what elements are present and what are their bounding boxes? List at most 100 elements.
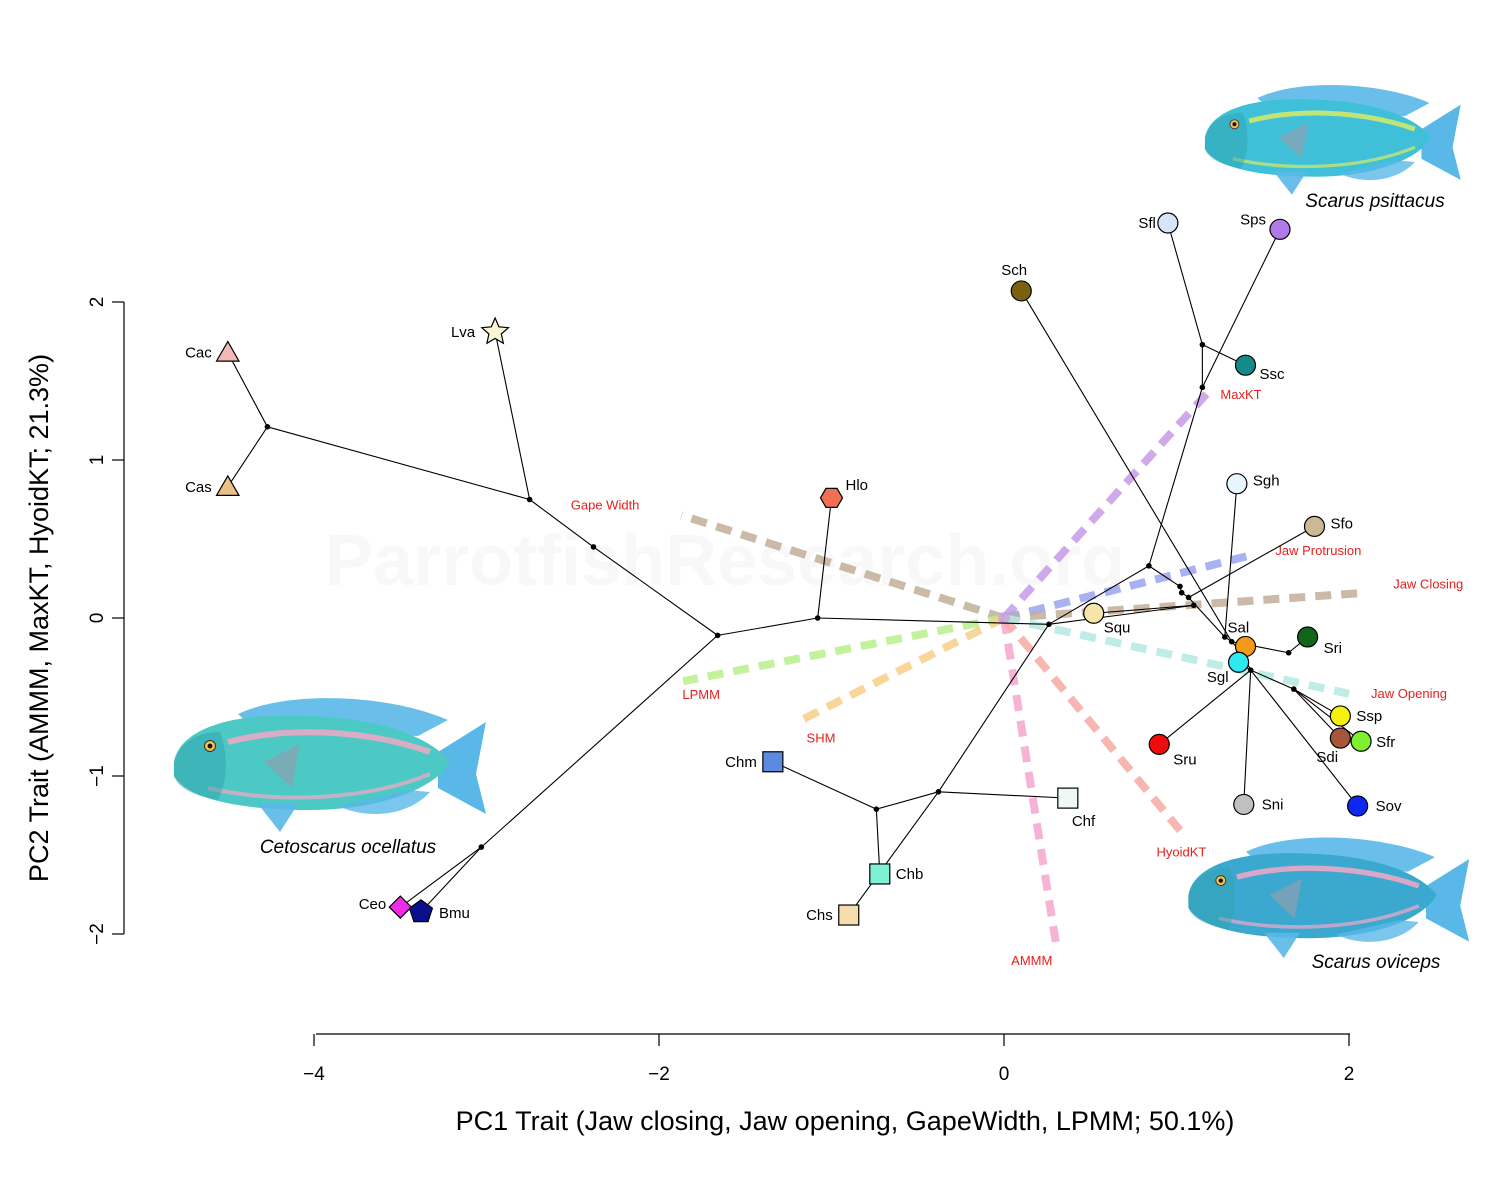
point-label-sov: Sov [1376,798,1402,815]
trait-vector-label-jaw-protrusion: Jaw Protrusion [1275,543,1361,558]
axes-layer: PC1 Trait (Jaw closing, Jaw opening, Gap… [24,297,1354,1136]
point-label-sal: Sal [1228,619,1250,636]
point-label-sdi: Sdi [1316,749,1338,766]
internal-node-n6 [814,615,821,621]
internal-node-n3 [590,544,597,550]
phylogeny-edge-n5-bmu [420,846,482,913]
internal-node-n11 [1177,583,1183,590]
point-label-sni: Sni [1262,796,1284,813]
internal-node-n10 [1146,563,1152,569]
point-label-sru: Sru [1173,751,1196,768]
y-tick-label-4: 2 [87,297,108,308]
fish-caption-psit: Scarus psittacus [1305,191,1445,212]
point-label-hlo: Hlo [846,477,869,494]
phylogeny-edge-n10-n15 [1148,387,1203,567]
point-label-cas: Cas [185,479,212,496]
internal-node-n20 [1247,667,1254,673]
phylogeny-edge-n20-sru [1158,669,1252,745]
internal-node-n21 [1285,649,1292,656]
phylogeny-edge-n4-n6 [717,617,818,636]
point-sni [1233,793,1255,816]
point-label-bmu: Bmu [439,905,470,922]
x-tick-label-2: 0 [999,1064,1010,1085]
phylogeny-edge-n8-n9 [876,791,939,810]
phylogeny-edge-n20-sni [1243,670,1252,805]
fish-illustrations-layer: Cetoscarus ocellatus Scarus psittacus Scar… [174,84,1470,973]
phylogeny-edge-n7-n14 [1048,604,1194,625]
y-tick-label-0: −2 [87,923,108,945]
point-sgh [1226,473,1248,495]
y-axis-title: PC2 Trait (AMMM, MaxKT, HyoidKT; 21.3%) [24,354,54,882]
x-tick-label-3: 2 [1344,1064,1355,1085]
point-label-sfr: Sfr [1376,734,1395,751]
trait-vector-label-lpmm: LPMM [682,687,720,702]
trait-vector-shm [795,614,1006,726]
point-label-cac: Cac [185,345,212,362]
trait-vector-hyoidkt [1000,615,1187,838]
point-sps [1269,218,1291,240]
internal-node-n1 [264,424,271,430]
point-ssp [1329,705,1351,727]
phylogeny-edge-n5-ceo [399,846,482,908]
phylogeny-edge-n9-chm [772,761,877,810]
x-tick-label-0: −4 [303,1064,325,1085]
internal-node-n4 [714,632,721,639]
point-chs [838,904,860,926]
point-cac [215,340,241,362]
point-label-sfo: Sfo [1331,515,1354,532]
point-squ [1083,602,1105,624]
point-label-ssc: Ssc [1260,366,1286,383]
point-label-lva: Lva [451,324,476,341]
phylogeny-edge-n10-n11 [1148,565,1181,587]
phylogeny-edge-n13-sfo [1188,525,1315,598]
phylogeny-edge-n7-n10 [1048,565,1150,625]
point-ceo [388,895,413,919]
internal-node-n5 [478,844,485,850]
x-axis-title: PC1 Trait (Jaw closing, Jaw opening, Gap… [456,1106,1235,1136]
point-sov [1347,795,1369,817]
x-tick-label-1: −2 [648,1064,670,1085]
phylogeny-edge-n16-sfl [1167,222,1203,345]
phylogeny-edge-n14-squ [1093,604,1194,614]
internal-node-n16 [1199,341,1206,348]
y-tick-label-3: 1 [87,455,108,466]
phylogeny-edge-n6-hlo [817,497,833,619]
trait-vector-label-gape-width: Gape Width [571,497,640,512]
trait-vector-lpmm [682,614,1005,686]
trait-vector-label-shm: SHM [807,730,836,745]
internal-node-n17 [1222,634,1228,640]
fish-caption-ceto: Cetoscarus ocellatus [260,837,437,858]
point-hlo [819,487,844,508]
fish-caption-ovi: Scarus oviceps [1312,952,1441,973]
phylogeny-edge-n1-cac [227,352,268,428]
phylogeny-edge-n2-n3 [529,499,594,548]
trait-vector-label-maxkt: MaxKT [1220,387,1261,402]
internal-node-n12 [1178,589,1185,596]
point-label-sgl: Sgl [1207,669,1229,686]
phylogeny-edge-n9-chb [875,809,881,874]
trait-vector-label-jaw-opening: Jaw Opening [1371,686,1447,701]
trait-vector-jaw-opening [1003,614,1350,698]
phylogeny-edge-n8-chf [938,791,1068,799]
internal-node-n14 [1190,602,1197,609]
internal-node-n13 [1185,594,1192,601]
internal-node-n18 [1228,638,1235,645]
internal-node-n22 [1291,686,1297,692]
point-label-chm: Chm [725,754,757,771]
point-chm [762,751,784,773]
phylogeny-edge-n8-chs [848,791,939,916]
point-sgl [1227,651,1250,673]
species-points-layer [215,212,1372,926]
point-chf [1057,787,1079,809]
internal-node-n7 [1046,621,1052,628]
trait-vector-label-hyoidkt: HyoidKT [1156,844,1206,859]
species-labels-layer: Cac Cas Lva Hlo Ceo Bmu Chm Chb Chs Chf Sch Sfl Sps S… [185,211,1402,924]
internal-node-n8 [935,789,942,795]
phylogeny-edge-n1-n2 [267,426,530,501]
point-label-squ: Squ [1104,619,1131,636]
point-label-sfl: Sfl [1138,215,1156,232]
point-sri [1296,626,1319,648]
y-tick-label-1: −1 [87,765,108,787]
